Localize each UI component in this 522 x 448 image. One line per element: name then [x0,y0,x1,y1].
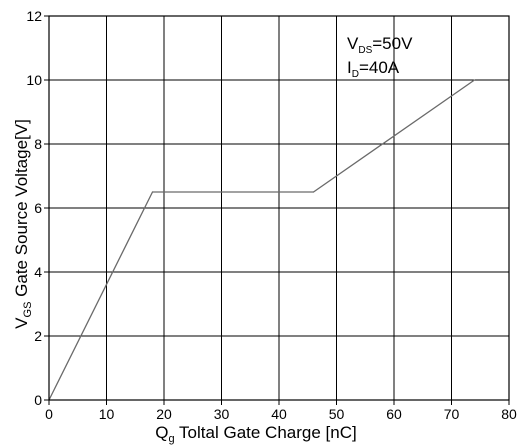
x-tick-label: 10 [99,406,115,422]
x-tick-label: 80 [501,406,517,422]
y-axis-label-sub: GS [22,302,34,318]
y-axis-label-main: V [12,317,31,329]
data-point [151,191,154,193]
data-point [473,79,476,81]
x-tick-label: 60 [386,406,402,422]
annotation-id: ID=40A [347,58,400,80]
x-tick-label: 20 [156,406,172,422]
annotation-vds-sub: DS [358,45,372,56]
x-axis-label-rest: Toltal Gate Charge [nC] [175,423,357,442]
x-axis-label: Qg Toltal Gate Charge [nC] [155,423,356,445]
data-point [312,191,315,193]
annotation-vds: VDS=50V [347,34,413,56]
y-tick-label: 0 [34,392,42,408]
series-line [48,79,475,401]
tick-layer: 0 10 20 30 40 50 60 70 80 0 2 4 6 8 10 12 [26,8,517,422]
y-tick-label: 6 [34,200,42,216]
x-tick-label: 40 [271,406,287,422]
y-tick-label: 10 [26,72,42,88]
y-tick-label: 4 [34,264,42,280]
y-axis-label-rest: Gate Source Voltage[V] [12,119,31,301]
y-tick-label: 12 [26,8,42,24]
annotation-vds-rest: =50V [372,34,413,53]
annotation-id-sub: D [352,69,359,80]
x-tick-label: 70 [444,406,460,422]
x-tick-label: 30 [214,406,230,422]
y-tick-label: 8 [34,136,42,152]
annotation-id-main: I [347,58,352,77]
x-tick-label: 50 [329,406,345,422]
x-axis-label-sub: g [169,433,175,445]
x-axis-label-main: Q [155,423,168,442]
annotation-vds-main: V [347,34,359,53]
annotation-id-rest: =40A [359,58,400,77]
grid-layer [49,16,509,400]
y-tick-label: 2 [34,328,42,344]
y-axis-label: VGS Gate Source Voltage[V] [12,119,34,329]
x-tick-label: 0 [45,406,53,422]
